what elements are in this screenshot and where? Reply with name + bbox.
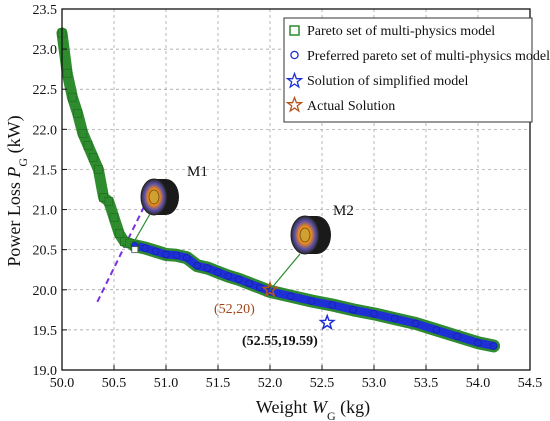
annotation-m2: M2 <box>333 203 354 219</box>
y-axis-label-suffix: (kW) <box>4 115 25 157</box>
pareto-band <box>56 27 141 252</box>
axes <box>61 8 531 371</box>
motor-m1-illustration <box>134 178 179 241</box>
x-tick-label: 51.5 <box>206 376 231 391</box>
y-tick-label: 23.0 <box>33 43 58 58</box>
preferred-point <box>287 292 295 300</box>
m1-point-marker <box>131 246 139 254</box>
legend-label-actual: Actual Solution <box>307 99 395 114</box>
y-tick-label: 22.5 <box>33 83 58 98</box>
preferred-point <box>193 262 201 270</box>
x-tick-label: 54.5 <box>518 376 543 391</box>
annotation-m1: M1 <box>187 164 208 180</box>
legend-marker-pareto-square <box>289 25 300 36</box>
legend-label-preferred: Preferred pareto set of multi-physics mo… <box>307 49 550 64</box>
x-tick-label: 53.0 <box>362 376 387 391</box>
x-tick-label: 54.0 <box>466 376 491 391</box>
plot-frame <box>61 8 531 371</box>
y-tick-label: 19.0 <box>33 364 58 379</box>
x-tick-label: 53.5 <box>414 376 439 391</box>
pareto-point <box>94 165 103 174</box>
legend-marker-simplified-star <box>285 71 304 89</box>
preferred-point <box>203 264 212 272</box>
preferred-point <box>411 319 420 328</box>
pareto-point <box>83 141 93 150</box>
preferred-point <box>172 251 181 259</box>
legend-marker-actual-star <box>285 95 304 113</box>
preferred-point <box>453 332 461 341</box>
preferred-point <box>183 253 191 262</box>
pareto-point <box>114 229 124 238</box>
x-tick-label: 50.0 <box>50 376 75 391</box>
x-axis-label-prefix: Weight <box>256 397 312 417</box>
preferred-point <box>328 301 337 309</box>
preferred-point <box>141 244 149 252</box>
tick-labels: 50.0 50.5 51.0 51.5 52.0 52.5 53.0 53.5 54.0 54.5… <box>33 3 543 391</box>
legend: Pareto set of multi-physics model Prefer… <box>283 17 550 123</box>
annotation-simplified-coords: (52.55,19.59) <box>242 334 318 349</box>
data-points <box>56 27 501 353</box>
motor-m2-illustration <box>269 215 331 291</box>
preferred-point <box>214 268 222 276</box>
y-axis-label-var: P <box>4 167 24 179</box>
pareto-point <box>73 108 82 118</box>
x-tick-label: 50.5 <box>102 376 127 391</box>
preferred-point <box>162 250 170 259</box>
preferred-point <box>474 339 482 347</box>
x-tick-label: 52.0 <box>258 376 283 391</box>
y-tick-label: 21.5 <box>33 163 58 178</box>
pareto-point <box>68 92 77 102</box>
preferred-point <box>391 314 399 323</box>
m2-pointer <box>269 253 301 291</box>
pareto-point <box>62 68 72 78</box>
legend-box <box>283 17 533 123</box>
pareto-point <box>88 153 98 162</box>
y-tick-label: 20.5 <box>33 244 58 259</box>
y-tick-label: 22.0 <box>33 123 58 138</box>
y-tick-label: 19.5 <box>33 324 58 339</box>
preferred-point <box>307 297 316 305</box>
preferred-point <box>370 310 378 318</box>
legend-marker-preferred-circle <box>290 50 299 60</box>
x-axis-label-sub: G <box>327 409 336 421</box>
x-axis-label: Weight WG (kg) <box>256 397 370 421</box>
preferred-point <box>432 326 441 334</box>
pareto-point <box>104 197 114 206</box>
annotation-actual-coords: (52,20) <box>214 302 255 317</box>
simplified-solution-star <box>318 313 336 331</box>
preferred-point <box>349 306 357 314</box>
x-tick-label: 51.0 <box>154 376 179 391</box>
legend-label-pareto: Pareto set of multi-physics model <box>307 24 495 39</box>
y-axis-label-prefix: Power Loss <box>4 178 24 267</box>
preferred-point <box>151 247 160 255</box>
x-axis-label-suffix: (kg) <box>336 397 371 418</box>
actual-solution-star <box>261 280 279 298</box>
y-axis-label-sub: G <box>16 158 30 167</box>
preferred-point <box>245 279 253 288</box>
preferred-point <box>224 272 233 280</box>
preferred-point <box>235 275 243 284</box>
pareto-point <box>109 213 119 222</box>
y-axis-label: Power Loss PG (kW) <box>4 115 30 266</box>
y-tick-label: 21.0 <box>33 204 58 219</box>
y-tick-label: 23.5 <box>33 3 58 18</box>
m1-pointer <box>134 213 151 241</box>
x-axis-label-var: W <box>312 397 329 417</box>
preferred-point <box>489 342 498 350</box>
pareto-point <box>78 129 88 138</box>
legend-label-simplified: Solution of simplified model <box>307 74 468 89</box>
y-tick-label: 20.0 <box>33 284 58 299</box>
x-tick-label: 52.5 <box>310 376 335 391</box>
